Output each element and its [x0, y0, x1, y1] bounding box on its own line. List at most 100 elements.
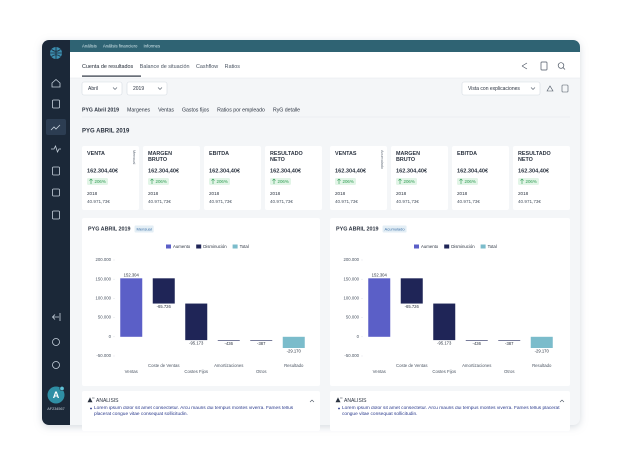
value-label: -65.726 [157, 304, 172, 309]
kpi-card[interactable] [143, 146, 200, 210]
subtab[interactable]: PYG Abril 2019 [82, 107, 119, 113]
legend-label: Disminución [203, 244, 227, 249]
collapse-chevron[interactable] [559, 399, 565, 403]
nav-device[interactable] [52, 210, 60, 220]
card-title: EBITDA [457, 151, 478, 157]
period-badge-text: Acumulado [385, 226, 406, 231]
period-badge [134, 225, 154, 233]
y-tick-label: 150.000 [343, 276, 359, 281]
nav-settings[interactable] [52, 338, 60, 346]
analysis-text: Lorem ipsum dolor sit amet consectetur. … [94, 405, 294, 417]
year-select[interactable] [126, 81, 168, 96]
card-prev-year: 2018 [335, 191, 346, 196]
change-arrow [211, 178, 215, 184]
change-arrow [459, 178, 463, 184]
tab[interactable]: Cuenta de resultados [82, 64, 134, 70]
y-tick-label: 100.000 [95, 296, 111, 301]
y-tick-label: -50.000 [344, 353, 359, 358]
card-title: MARGEN BRUTO [148, 151, 172, 164]
kpi-card[interactable] [265, 146, 322, 210]
x-tick-label: Ventas [125, 369, 138, 374]
view-select[interactable] [461, 81, 541, 96]
y-tick-label: 0 [109, 334, 112, 339]
kpi-card[interactable] [513, 146, 570, 210]
chart-title: PYG ABRIL 2019 [336, 226, 379, 232]
change-badge [87, 178, 108, 185]
nav-home[interactable] [51, 78, 61, 88]
analysis-text-box: Lorem ipsum dolor sit amet consectetur. … [342, 405, 560, 417]
card-value: 162.304,40€ [335, 168, 367, 174]
y-tick-label: 0 [357, 334, 360, 339]
card-prev-year: 2018 [518, 191, 529, 196]
view-value: Vista con explicaciones [468, 86, 520, 92]
bullet [90, 407, 92, 410]
search-icon[interactable] [557, 62, 565, 69]
tab[interactable]: Cashflow [196, 64, 218, 70]
share-icon[interactable] [521, 62, 528, 70]
legend-swatch [444, 244, 450, 249]
bar [530, 336, 553, 349]
subtab[interactable]: Ventas [158, 107, 174, 113]
card-change: 206% [404, 179, 415, 184]
card-change: 206% [95, 179, 106, 184]
bar [400, 278, 423, 304]
card-title: MARGEN BRUTO [396, 151, 420, 164]
tab[interactable]: Balance de situación [140, 64, 190, 70]
card-prev-year: 2018 [148, 191, 159, 196]
kpi-card[interactable] [82, 146, 139, 210]
nav-help[interactable] [52, 361, 60, 369]
nav-analysis[interactable] [50, 124, 61, 131]
bar [282, 336, 305, 349]
sidebar [42, 40, 70, 425]
change-arrow [398, 178, 402, 184]
card-period-label: Mensual [132, 150, 136, 165]
analysis-text: Lorem ipsum dolor sit amet consectetur. … [342, 405, 560, 417]
nav-calendar[interactable] [52, 188, 60, 197]
card-prev-year: 2018 [457, 191, 468, 196]
section-title: PYG ABRIL 2019 [82, 129, 130, 135]
nav-pulse[interactable] [51, 144, 61, 154]
x-tick-label: Costes Fijos [432, 369, 456, 374]
nav-collapse[interactable] [51, 313, 61, 321]
subtab[interactable]: Ratios por empleado [217, 107, 265, 113]
card-change: 206% [156, 179, 167, 184]
card-value: 162.304,40€ [270, 168, 302, 174]
subtab[interactable]: RyG detalle [273, 107, 300, 113]
analysis-text-box: Lorem ipsum dolor sit amet consectetur. … [94, 405, 294, 417]
subtab[interactable]: Gastos fijos [182, 107, 210, 113]
chart-panel [82, 218, 320, 386]
x-tick-label: Costes Fijos [184, 369, 208, 374]
value-label: -29.170 [535, 349, 550, 354]
tab[interactable]: Ratios [225, 64, 241, 70]
change-arrow [89, 178, 93, 184]
change-arrow [150, 178, 154, 184]
change-badge [457, 178, 478, 185]
kpi-card[interactable] [204, 146, 261, 210]
breadcrumb-item: Análisis financiero [103, 43, 138, 48]
card-prev-value: 40.971,73€ [87, 199, 110, 204]
card-title: RESULTADO NETO [270, 151, 303, 164]
nav-docs[interactable] [52, 99, 60, 109]
collapse-chevron[interactable] [309, 399, 315, 403]
pdf-icon[interactable] [540, 61, 548, 71]
layout-icon[interactable] [561, 84, 569, 93]
bar [498, 340, 521, 341]
card-value: 162.304,40€ [457, 168, 489, 174]
bullet [338, 407, 340, 410]
month-select[interactable] [81, 81, 123, 96]
pin-icon[interactable] [546, 85, 554, 92]
avatar-badge [59, 385, 65, 391]
avatar-initial: A [53, 390, 60, 400]
kpi-card[interactable] [330, 146, 387, 210]
period-badge [382, 225, 407, 233]
nav-report[interactable] [52, 166, 60, 176]
subtab[interactable]: Margenes [127, 107, 150, 113]
breadcrumb-item: Análisis [82, 43, 97, 48]
avatar[interactable] [47, 386, 65, 404]
kpi-card[interactable] [452, 146, 509, 210]
header-icons [521, 61, 566, 71]
kpi-card[interactable] [391, 146, 448, 210]
analysis-icon [87, 397, 95, 403]
card-prev-value: 40.971,73€ [396, 199, 419, 204]
bar [217, 340, 240, 341]
